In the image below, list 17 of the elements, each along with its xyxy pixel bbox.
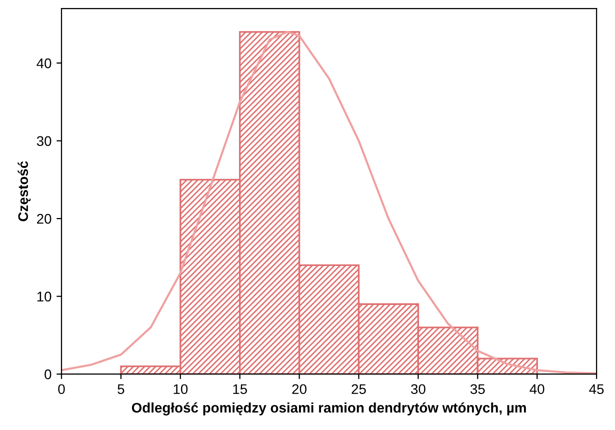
y-tick-label: 20: [37, 214, 52, 224]
y-axis-title: Częstość: [18, 161, 31, 222]
x-tick-label: 25: [352, 384, 366, 394]
x-tick-label: 10: [174, 384, 188, 394]
x-tick-label: 40: [530, 384, 544, 394]
x-tick-label: 15: [233, 384, 247, 394]
x-axis-title: Odległość pomiędzy osiami ramion dendrytów wtónych, µm: [132, 402, 526, 416]
y-tick-label: 40: [36, 58, 52, 68]
x-tick-label: 20: [292, 384, 306, 394]
x-tick-label: 45: [589, 384, 604, 394]
x-tick-label: 30: [411, 384, 426, 394]
y-tick-label: 0: [44, 369, 52, 380]
x-tick-label: 35: [470, 384, 485, 394]
y-tick-label: 30: [36, 136, 52, 146]
x-tick-label: 0: [58, 384, 65, 394]
x-tick-label: 5: [118, 384, 124, 394]
y-tick-label: 10: [37, 292, 52, 302]
